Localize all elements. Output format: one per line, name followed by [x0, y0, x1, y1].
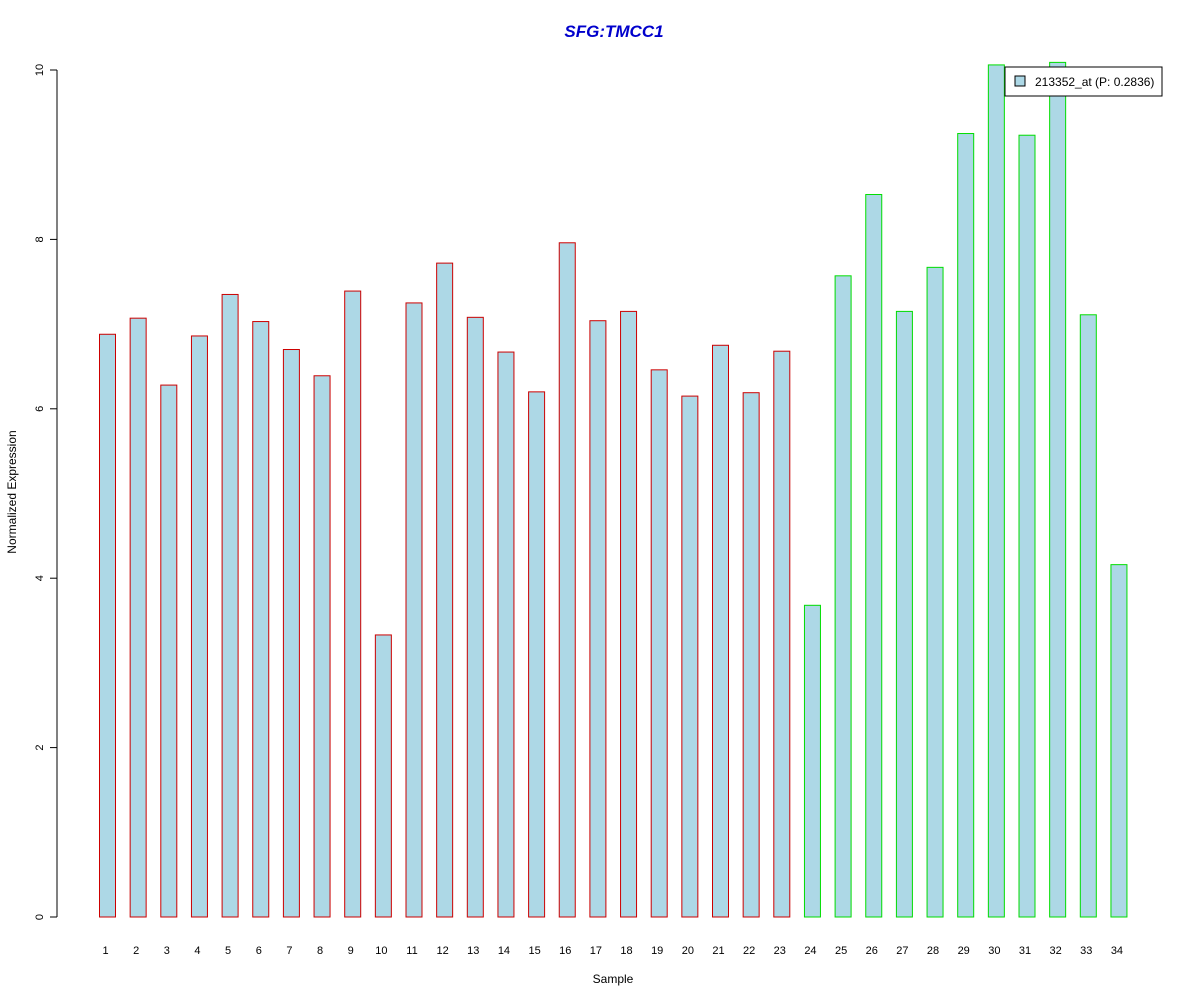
- y-axis: 0 2 4 6 8 10: [34, 64, 58, 920]
- bar-sample-8: [313, 375, 331, 918]
- x-tick-label: 21: [712, 945, 724, 957]
- chart-title: SFG:TMCC1: [564, 22, 663, 41]
- legend-swatch: [1014, 75, 1026, 87]
- x-tick-labels: 1 2 3 4 5 6 7 8 9 10 11 12 13 14 15 16 17 18 19 20 21 22 23 24 2…: [102, 945, 1123, 957]
- y-tick-label: 2: [34, 745, 46, 751]
- bar-sample-25: [834, 275, 852, 918]
- x-tick-label: 3: [164, 945, 170, 957]
- bar-sample-34: [1110, 564, 1128, 918]
- x-tick-label: 22: [743, 945, 755, 957]
- bar-sample-17: [589, 320, 607, 918]
- bar-sample-10: [374, 634, 392, 918]
- x-tick-label: 19: [651, 945, 663, 957]
- x-tick-label: 23: [774, 945, 786, 957]
- bar-sample-9: [344, 290, 362, 918]
- x-tick-label: 12: [437, 945, 449, 957]
- bar-sample-6: [252, 321, 270, 918]
- x-tick-label: 28: [927, 945, 939, 957]
- y-axis-title: Normalized Expression: [5, 430, 19, 553]
- x-tick-label: 13: [467, 945, 479, 957]
- x-tick-label: 11: [406, 945, 417, 957]
- bar-sample-12: [436, 262, 454, 918]
- x-tick-label: 34: [1111, 945, 1123, 957]
- x-tick-label: 17: [590, 945, 602, 957]
- bar-sample-13: [466, 316, 484, 918]
- bar-sample-31: [1018, 134, 1036, 918]
- x-tick-label: 2: [133, 945, 139, 957]
- x-tick-label: 7: [286, 945, 292, 957]
- legend-box: [1004, 66, 1163, 97]
- bar-sample-33: [1079, 314, 1097, 918]
- bar-sample-2: [129, 317, 147, 918]
- y-tick-label: 0: [34, 914, 46, 920]
- bar-sample-19: [650, 369, 668, 918]
- bar-sample-1: [99, 333, 116, 918]
- x-tick-label: 27: [896, 945, 908, 957]
- bar-sample-5: [221, 293, 239, 918]
- x-tick-label: 1: [102, 945, 108, 957]
- bar-sample-4: [190, 335, 208, 918]
- bar-sample-24: [803, 604, 821, 918]
- x-tick-label: 14: [498, 945, 510, 957]
- x-tick-label: 5: [225, 945, 231, 957]
- x-tick-label: 8: [317, 945, 323, 957]
- x-tick-label: 10: [375, 945, 387, 957]
- x-axis-title: Sample: [593, 972, 634, 986]
- x-tick-label: 26: [866, 945, 878, 957]
- x-tick-label: 29: [958, 945, 970, 957]
- bar-sample-30: [987, 64, 1005, 918]
- bar-sample-32: [1049, 61, 1067, 918]
- bar-sample-28: [926, 266, 944, 918]
- bar-sample-11: [405, 302, 423, 918]
- y-tick-label: 8: [34, 236, 46, 242]
- x-tick-label: 6: [256, 945, 262, 957]
- bar-sample-26: [865, 194, 883, 918]
- x-tick-label: 16: [559, 945, 571, 957]
- bar-sample-27: [895, 310, 913, 918]
- x-tick-label: 18: [620, 945, 632, 957]
- bar-sample-20: [681, 395, 699, 918]
- bar-sample-18: [620, 310, 638, 918]
- x-tick-label: 15: [528, 945, 540, 957]
- bar-sample-14: [497, 351, 515, 918]
- bar-sample-15: [528, 391, 546, 918]
- legend: 213352_at (P: 0.2836): [1004, 66, 1163, 97]
- bar-sample-21: [712, 344, 729, 918]
- legend-label: 213352_at (P: 0.2836): [1035, 75, 1154, 89]
- x-tick-label: 32: [1050, 945, 1062, 957]
- x-tick-label: 30: [988, 945, 1000, 957]
- bar-sample-23: [773, 350, 791, 918]
- x-tick-label: 9: [348, 945, 354, 957]
- bar-sample-22: [742, 392, 760, 918]
- y-tick-label: 10: [34, 64, 46, 76]
- bar-sample-7: [282, 349, 300, 918]
- x-tick-label: 4: [194, 945, 200, 957]
- y-tick-label: 6: [34, 406, 46, 412]
- y-tick-label: 4: [34, 575, 46, 581]
- x-tick-label: 20: [682, 945, 694, 957]
- bar-sample-3: [160, 384, 178, 918]
- bars-group: [99, 61, 1128, 918]
- x-tick-label: 31: [1019, 945, 1031, 957]
- x-tick-label: 25: [835, 945, 847, 957]
- x-tick-label: 33: [1080, 945, 1092, 957]
- x-tick-label: 24: [804, 945, 816, 957]
- bar-sample-29: [957, 133, 975, 918]
- bar-sample-16: [558, 242, 576, 918]
